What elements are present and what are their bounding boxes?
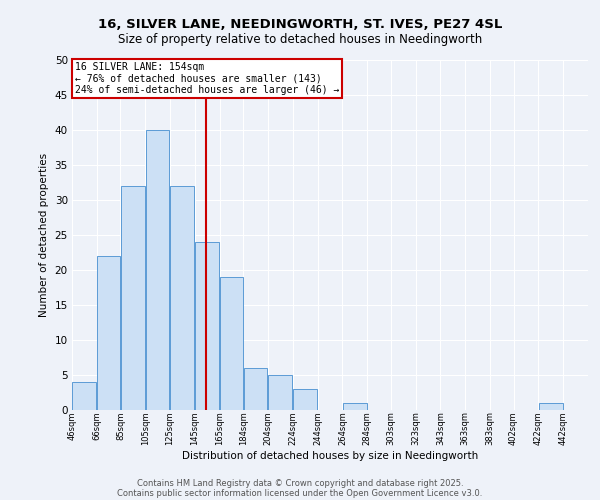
Bar [220,277,242,410]
Bar [268,375,292,410]
Text: Contains HM Land Registry data © Crown copyright and database right 2025.: Contains HM Land Registry data © Crown c… [137,478,463,488]
Bar [244,368,268,410]
Y-axis label: Number of detached properties: Number of detached properties [39,153,49,317]
Bar [293,389,317,410]
Bar [121,186,145,410]
X-axis label: Distribution of detached houses by size in Needingworth: Distribution of detached houses by size … [182,451,478,461]
Bar [170,186,194,410]
Bar [195,242,219,410]
Bar [343,403,367,410]
Text: 16 SILVER LANE: 154sqm
← 76% of detached houses are smaller (143)
24% of semi-de: 16 SILVER LANE: 154sqm ← 76% of detached… [74,62,339,95]
Text: 16, SILVER LANE, NEEDINGWORTH, ST. IVES, PE27 4SL: 16, SILVER LANE, NEEDINGWORTH, ST. IVES,… [98,18,502,30]
Bar [539,403,563,410]
Bar [146,130,169,410]
Bar [73,382,97,410]
Text: Size of property relative to detached houses in Needingworth: Size of property relative to detached ho… [118,32,482,46]
Bar [97,256,120,410]
Text: Contains public sector information licensed under the Open Government Licence v3: Contains public sector information licen… [118,488,482,498]
